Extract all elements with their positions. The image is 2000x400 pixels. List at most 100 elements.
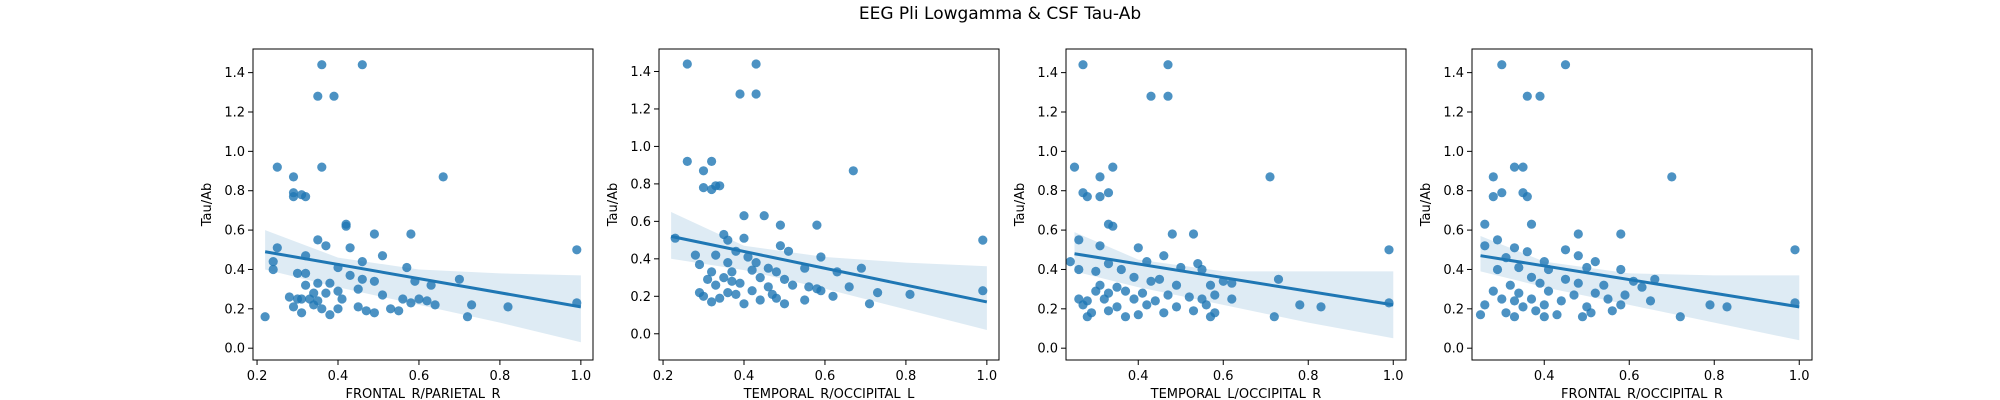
x-tick-label: 0.8 [1298,369,1319,384]
scatter-point [711,280,721,290]
y-axis-label: Tau/Ab [1013,183,1028,228]
scatter-point [800,295,810,305]
scatter-point [1112,302,1122,312]
scatter-point [1552,310,1562,320]
scatter-point [1488,192,1498,202]
scatter-point [394,306,404,316]
scatter-point [369,276,379,286]
scatter-point [369,229,379,239]
scatter-point [1573,251,1583,261]
scatter-point [747,265,757,275]
scatter-point [1091,266,1101,276]
scatter-point [1480,219,1490,229]
x-axis-label: TEMPORAL_R/OCCIPITAL_L [743,387,915,400]
y-tick-label: 1.0 [1037,145,1058,160]
scatter-point [783,246,794,256]
y-tick-label: 0.0 [1443,342,1464,357]
scatter-point [1514,262,1524,273]
scatter-point [1501,308,1511,318]
scatter-point [735,278,745,288]
scatter-point [1497,294,1507,304]
scatter-point [503,302,513,312]
scatter-point [711,250,721,260]
scatter-point [1205,280,1216,290]
scatter-point [1607,306,1617,316]
scatter-point [1509,296,1520,306]
scatter-point [816,286,826,296]
scatter-point [707,267,717,277]
scatter-point [345,270,355,280]
scatter-point [873,288,883,298]
scatter-point [297,294,307,304]
scatter-point [1163,290,1173,300]
scatter-point [1082,192,1092,202]
x-tick-label: 0.8 [896,369,917,384]
scatter-point [707,156,717,166]
y-tick-label: 0.2 [1037,302,1058,317]
scatter-point [1142,300,1152,310]
scatter-point [1599,280,1609,290]
y-tick-label: 1.2 [630,102,651,117]
y-tick-label: 1.2 [1037,105,1058,120]
y-tick-label: 1.0 [630,140,651,155]
scatter-point [690,250,701,260]
scatter-point [1475,310,1486,320]
scatter-point [1171,302,1182,312]
scatter-point [406,229,416,239]
scatter-point [1543,286,1554,296]
figure-suptitle: EEG Pli Lowgamma & CSF Tau-Ab [858,4,1142,24]
scatter-point [1133,310,1143,320]
scatter-point [1074,235,1084,245]
scatter-point [1133,243,1143,253]
y-tick-label: 0.8 [630,177,651,192]
scatter-point [1082,312,1092,322]
scatter-point [1539,312,1549,322]
scatter-point [1616,229,1626,239]
x-tick-label: 0.6 [1619,369,1640,384]
scatter-point [1492,264,1503,275]
scatter-point [694,259,705,270]
scatter-point [1265,172,1275,182]
y-tick-label: 1.0 [224,145,245,160]
scatter-point [747,286,757,296]
scatter-point [1269,312,1279,322]
y-tick-label: 0.6 [224,224,245,239]
scatter-point [848,166,858,176]
x-tick-label: 0.2 [247,369,268,384]
scatter-point [682,156,692,166]
scatter-point [1492,235,1503,245]
y-tick-label: 0.0 [224,342,245,357]
scatter-point [260,312,270,322]
y-axis-label: Tau/Ab [1419,183,1434,228]
scatter-point [1509,243,1520,253]
scatter-point [1560,274,1571,284]
scatter-point [1667,172,1677,182]
axes-frame [658,48,1000,361]
scatter-point [337,294,347,304]
scatter-point [345,243,355,253]
y-tick-label: 0.6 [1443,224,1464,239]
scatter-point [771,267,782,277]
scatter-point [1522,192,1532,202]
scatter-point [1129,294,1139,304]
scatter-point [292,268,303,278]
scatter-point [1108,221,1118,231]
scatter-point [755,273,765,283]
scatter-point [719,273,729,283]
scatter-point [1384,245,1394,255]
x-tick-label: 0.4 [328,369,349,384]
scatter-point [1103,306,1114,316]
scatter-point [333,304,343,314]
scatter-point [1120,286,1131,296]
scatter-point [804,282,814,292]
y-tick-label: 0.0 [1037,342,1058,357]
scatter-point [572,245,582,255]
scatter-point [353,284,363,294]
scatter-point [1273,274,1284,284]
scatter-point [309,300,319,310]
subplot-temporal-l-occipital-r: 0.4 0.6 0.8 1.0 0.0 0.2 0.4 0.6 0.8 1.0 1.2 1.4 TEMP… [1013,48,1407,400]
scatter-point [703,274,713,284]
scatter-point [430,300,440,310]
